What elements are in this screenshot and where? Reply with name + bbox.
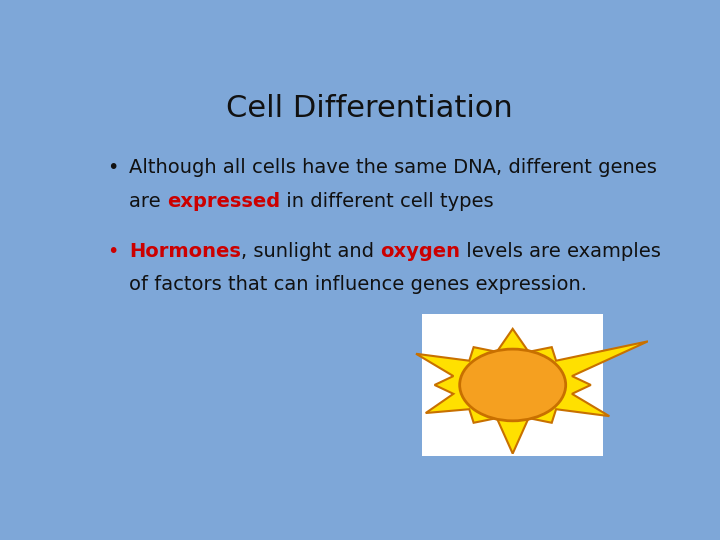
Text: Cell Differentiation: Cell Differentiation bbox=[225, 94, 513, 123]
Text: •: • bbox=[107, 158, 118, 177]
Text: of factors that can influence genes expression.: of factors that can influence genes expr… bbox=[129, 275, 587, 294]
Text: Hormones: Hormones bbox=[129, 241, 241, 260]
Polygon shape bbox=[416, 329, 648, 454]
Text: in different cell types: in different cell types bbox=[280, 192, 494, 211]
FancyBboxPatch shape bbox=[422, 314, 603, 456]
Text: Although all cells have the same DNA, different genes: Although all cells have the same DNA, di… bbox=[129, 158, 657, 177]
Text: are: are bbox=[129, 192, 167, 211]
Text: oxygen: oxygen bbox=[380, 241, 460, 260]
Text: expressed: expressed bbox=[167, 192, 280, 211]
Text: , sunlight and: , sunlight and bbox=[241, 241, 380, 260]
Text: levels are examples: levels are examples bbox=[460, 241, 661, 260]
Ellipse shape bbox=[459, 349, 566, 421]
Text: •: • bbox=[107, 241, 118, 260]
